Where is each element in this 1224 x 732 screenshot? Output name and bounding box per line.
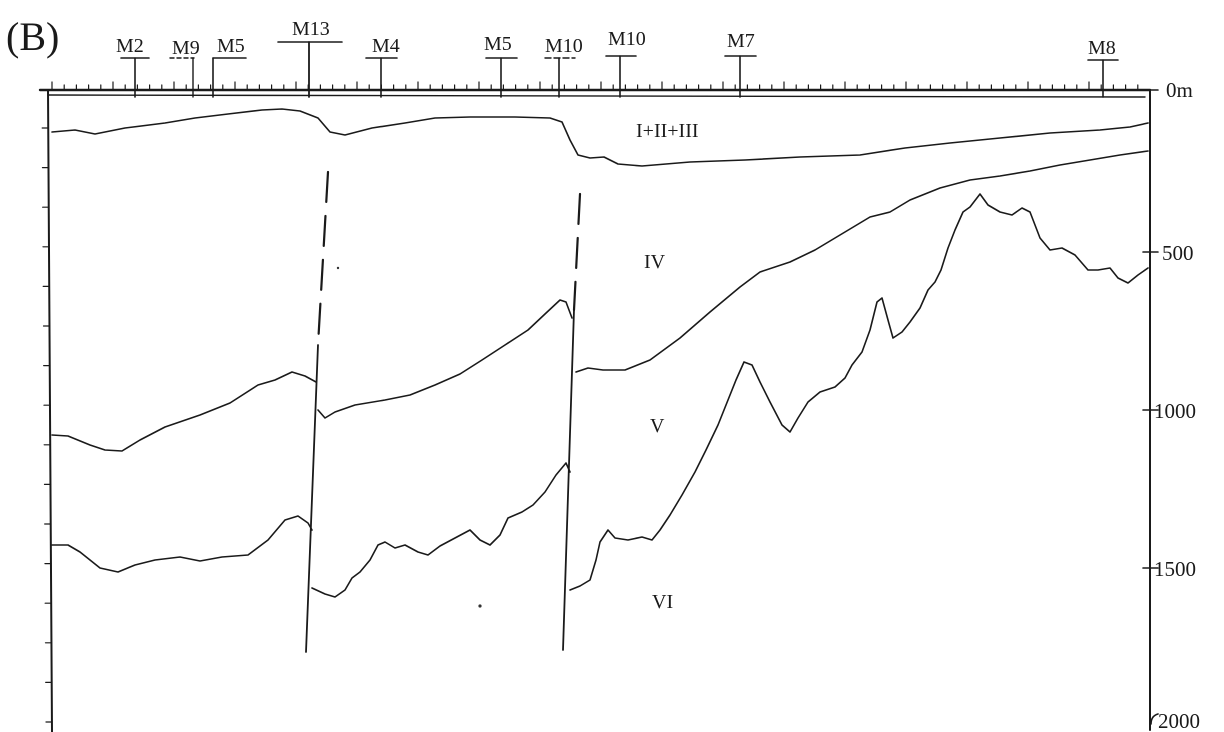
depth-label-0: 0m — [1166, 78, 1193, 102]
panel-label: (B) — [6, 14, 59, 59]
well-label: M10 — [545, 35, 583, 57]
surface-tick-marks — [51, 81, 1139, 91]
well-label: M5 — [217, 35, 245, 57]
ground-surface-line — [47, 94, 1146, 98]
fault-west-inferred — [316, 170, 330, 347]
unit-labels: I+II+III IV V VI — [636, 120, 699, 613]
well-marker-m10-b: M10 — [605, 28, 646, 98]
fault-east — [562, 309, 575, 651]
well-markers: M2 M9 M5 M13 M4 M5 M — [116, 18, 1119, 98]
well-marker-m5-east: M5 — [484, 33, 518, 98]
well-marker-m4: M4 — [365, 35, 400, 98]
depth-label-1000: 1000 — [1154, 399, 1196, 423]
horizon-top-v-central — [317, 299, 573, 419]
horizon-top-vi-west — [51, 515, 313, 573]
scan-speck — [336, 266, 340, 270]
fault-west — [305, 344, 319, 653]
depth-label-2000: 2000 — [1158, 709, 1200, 732]
well-label: M2 — [116, 35, 144, 57]
unit-label-vi: VI — [652, 591, 673, 613]
well-marker-m5-west: M5 — [212, 35, 247, 98]
well-label: M8 — [1088, 37, 1116, 59]
well-label: M4 — [372, 35, 400, 57]
well-label: M10 — [608, 28, 646, 50]
well-marker-m13: M13 — [277, 18, 343, 98]
well-marker-m9: M9 — [169, 37, 200, 98]
unit-label-iv: IV — [644, 251, 666, 273]
horizon-top-vi-central — [311, 462, 571, 598]
depth-label-1500: 1500 — [1154, 557, 1196, 581]
faults — [305, 170, 582, 653]
well-marker-m2: M2 — [116, 35, 150, 98]
depth-axis: 0m 500 1000 1500 2000 — [1142, 78, 1200, 732]
depth-tick-2000 — [1150, 713, 1159, 725]
well-label: M13 — [292, 18, 330, 40]
horizon-top-v-east — [575, 150, 1149, 373]
well-marker-m10-a: M10 — [544, 35, 583, 98]
well-marker-m7: M7 — [724, 30, 757, 98]
horizons — [51, 108, 1149, 598]
left-edge-ticks — [41, 127, 53, 723]
well-label: M5 — [484, 33, 512, 55]
left-edge — [47, 89, 53, 732]
well-marker-m8: M8 — [1087, 37, 1119, 98]
well-label: M9 — [172, 37, 200, 59]
well-label: M7 — [727, 30, 755, 52]
horizon-base-i-ii-iii — [51, 108, 1149, 167]
horizon-top-vi-east — [569, 193, 1149, 591]
depth-label-500: 500 — [1162, 241, 1194, 265]
section-frame — [38, 88, 1152, 732]
scan-speck — [478, 604, 482, 608]
unit-label-v: V — [650, 415, 665, 437]
horizon-top-v-west — [51, 371, 317, 452]
fault-east-inferred — [572, 192, 582, 312]
unit-label-i-ii-iii: I+II+III — [636, 120, 699, 142]
